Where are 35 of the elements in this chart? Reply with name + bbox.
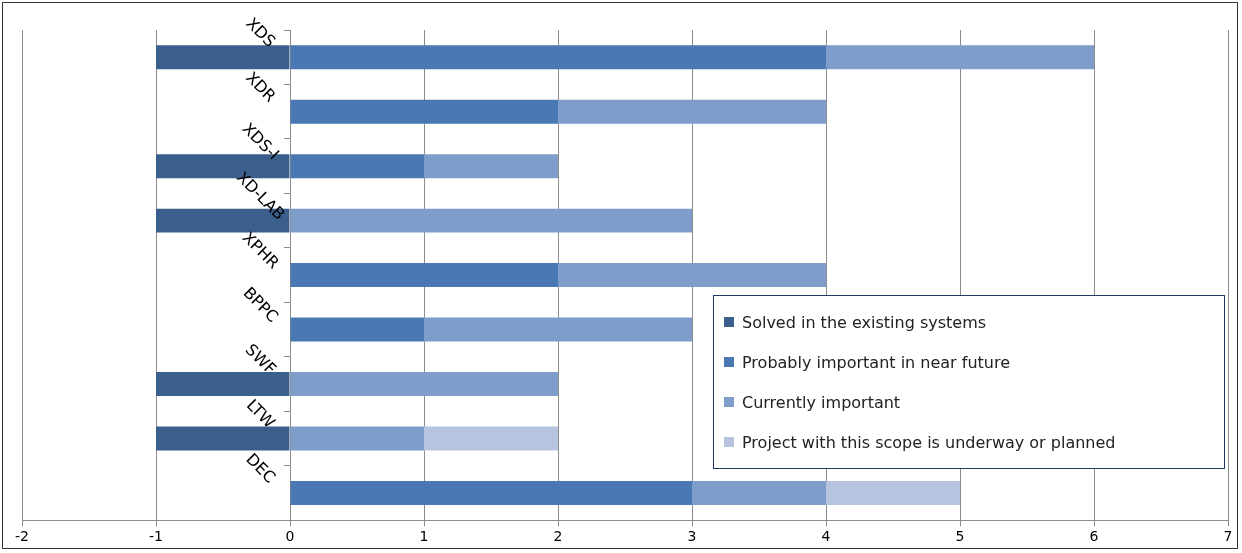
bar	[424, 317, 692, 342]
bar	[290, 317, 424, 342]
bar	[156, 45, 290, 70]
bar	[290, 480, 692, 505]
bar	[156, 372, 290, 397]
bar	[290, 426, 424, 451]
bar	[290, 99, 558, 124]
x-tick-label: 1	[419, 528, 429, 545]
x-tick-label: 2	[553, 528, 563, 545]
bar	[290, 208, 692, 233]
x-tick-label: 4	[821, 528, 831, 545]
bar	[692, 480, 826, 505]
x-tick-label: 5	[955, 528, 965, 545]
x-tick-label: -1	[149, 528, 163, 545]
y-tick-label: SWF	[241, 339, 281, 379]
bar	[156, 426, 290, 451]
legend-label: Project with this scope is underway or planned	[742, 432, 1116, 452]
bar	[424, 426, 558, 451]
bar	[290, 372, 558, 397]
bar	[290, 154, 424, 179]
x-tick-label: 7	[1223, 528, 1233, 545]
x-tick-label: 3	[687, 528, 697, 545]
legend-label: Solved in the existing systems	[742, 312, 987, 332]
bar	[290, 263, 558, 288]
x-tick-label: -2	[15, 528, 29, 545]
bar	[558, 263, 826, 288]
bar	[424, 154, 558, 179]
legend-label: Currently important	[742, 392, 901, 412]
bar	[558, 99, 826, 124]
legend-label: Probably important in near future	[742, 352, 1011, 372]
x-tick-label: 6	[1089, 528, 1099, 545]
bar	[290, 45, 826, 70]
x-tick-label: 0	[285, 528, 295, 545]
bar	[826, 45, 1094, 70]
bar	[826, 480, 960, 505]
